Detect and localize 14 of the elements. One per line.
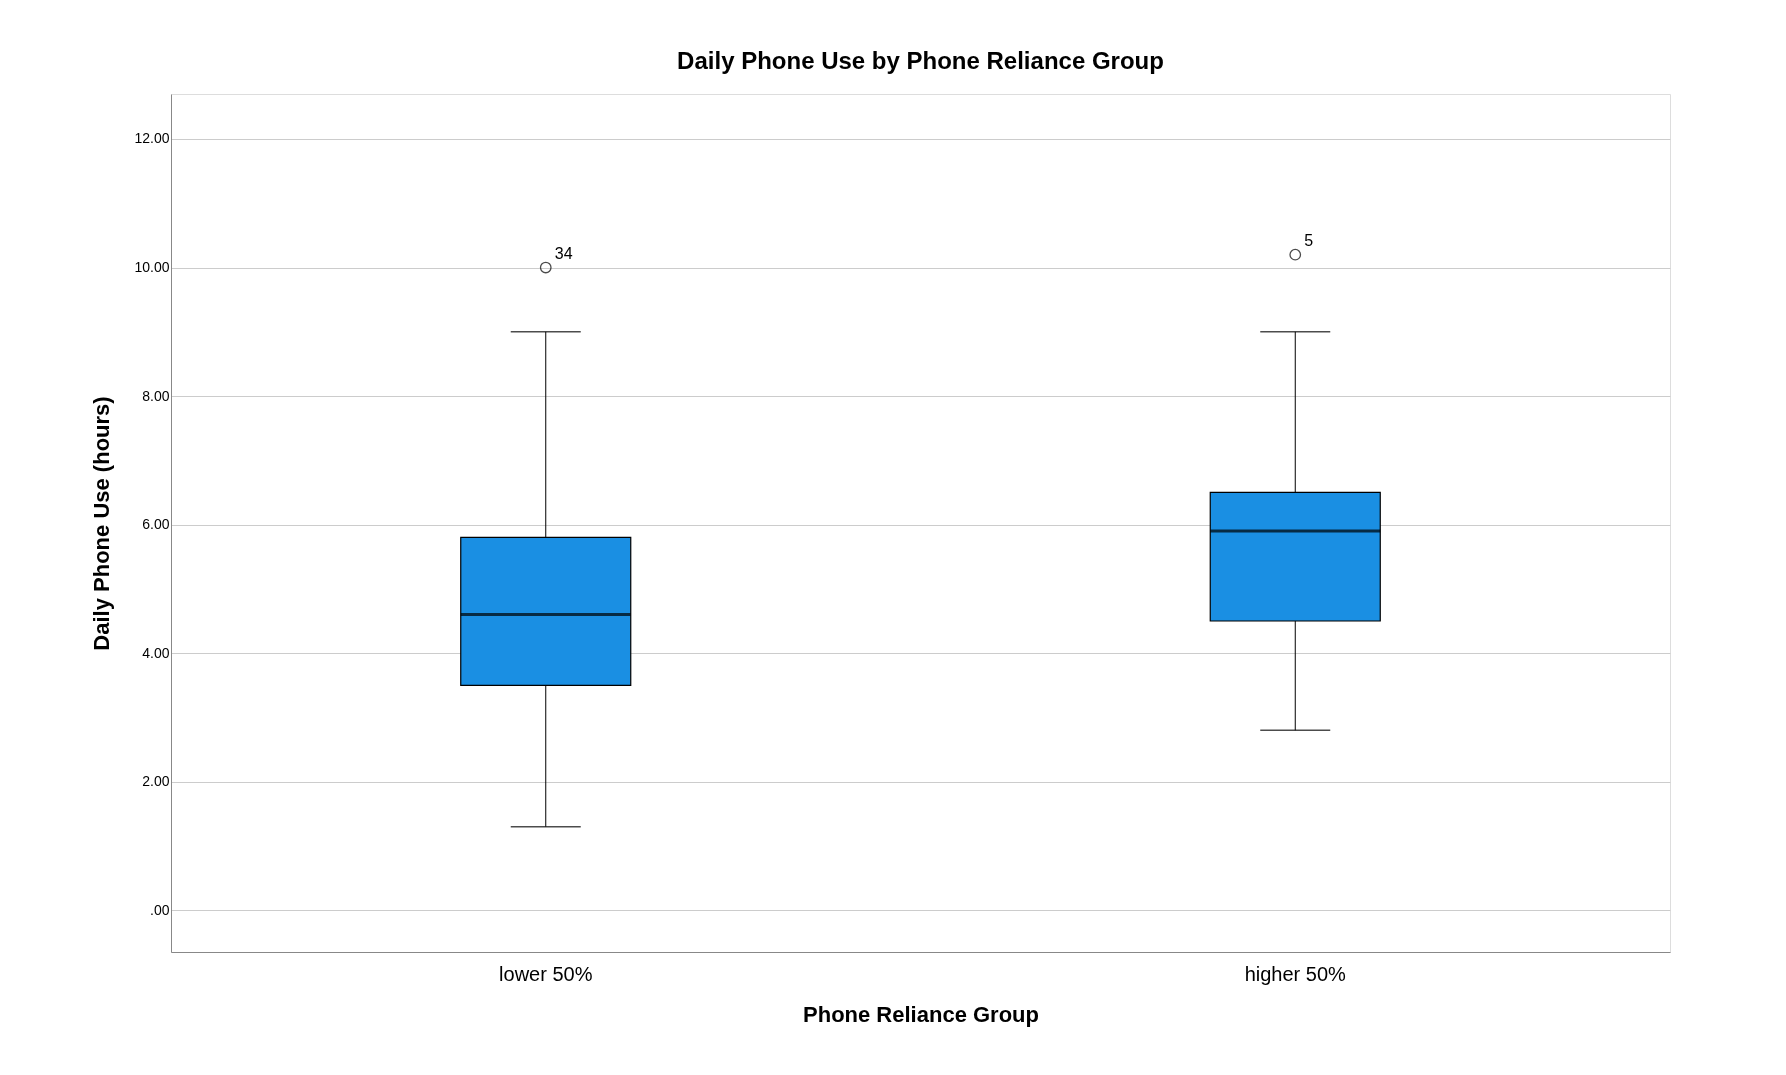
x-tick-label: higher 50%: [1244, 962, 1347, 985]
annotation: 34: [554, 244, 573, 262]
y-tick-label: 2.00: [142, 773, 170, 790]
y-axis-title: Daily Phone Use (hours): [89, 396, 115, 651]
y-tick-label: 4.00: [142, 644, 170, 661]
x-axis-title: Phone Reliance Group: [803, 1001, 1039, 1027]
chart-title: Daily Phone Use by Phone Reliance Group: [677, 47, 1164, 74]
x-tick-label: lower 50%: [499, 962, 593, 985]
annotation: 5: [1304, 231, 1314, 249]
y-tick-label: 6.00: [142, 516, 170, 533]
y-tick-label: 12.00: [134, 130, 170, 147]
y-tick-label: .00: [150, 901, 170, 918]
y-tick-label: 10.00: [134, 259, 170, 276]
y-tick-label: 8.00: [142, 387, 170, 404]
